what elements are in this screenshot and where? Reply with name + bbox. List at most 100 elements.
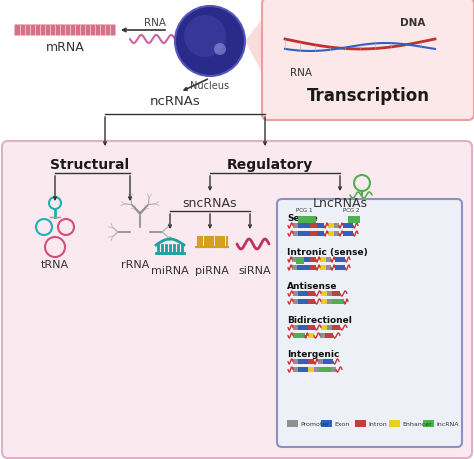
Text: sncRNAs: sncRNAs [183,196,237,210]
Text: Sense: Sense [287,213,318,223]
Text: Intergenic: Intergenic [287,349,339,358]
Text: PCG 1: PCG 1 [296,207,312,213]
FancyBboxPatch shape [293,291,298,297]
Circle shape [214,44,226,56]
FancyBboxPatch shape [310,224,317,229]
FancyBboxPatch shape [308,291,315,297]
FancyBboxPatch shape [343,231,353,236]
Circle shape [184,16,226,58]
FancyBboxPatch shape [348,217,360,224]
FancyBboxPatch shape [335,265,345,270]
FancyBboxPatch shape [293,231,298,236]
FancyBboxPatch shape [326,257,331,263]
FancyBboxPatch shape [310,231,317,236]
FancyBboxPatch shape [298,299,308,304]
FancyBboxPatch shape [320,265,326,270]
FancyBboxPatch shape [314,367,319,372]
FancyBboxPatch shape [321,299,327,304]
FancyBboxPatch shape [308,299,315,304]
FancyBboxPatch shape [334,224,339,229]
FancyBboxPatch shape [309,257,316,263]
Text: Intronic (sense): Intronic (sense) [287,247,368,257]
FancyBboxPatch shape [296,257,304,264]
FancyBboxPatch shape [292,265,297,270]
Text: Structural: Structural [50,157,129,172]
FancyBboxPatch shape [262,0,474,121]
Text: PCG 2: PCG 2 [343,207,359,213]
Text: miRNA: miRNA [151,265,189,275]
FancyBboxPatch shape [328,231,334,236]
FancyBboxPatch shape [293,224,298,229]
FancyBboxPatch shape [317,224,324,229]
FancyBboxPatch shape [343,224,353,229]
FancyBboxPatch shape [298,224,310,229]
FancyBboxPatch shape [334,231,339,236]
FancyBboxPatch shape [298,325,308,330]
FancyBboxPatch shape [308,359,314,364]
FancyBboxPatch shape [423,420,434,427]
FancyBboxPatch shape [308,325,315,330]
FancyBboxPatch shape [292,257,297,263]
Text: piRNA: piRNA [195,265,229,275]
FancyBboxPatch shape [298,217,316,224]
Text: LncRNAs: LncRNAs [312,196,367,210]
Text: Exon: Exon [334,421,349,426]
FancyBboxPatch shape [318,359,323,364]
FancyBboxPatch shape [298,359,308,364]
Text: lncRNA: lncRNA [436,421,458,426]
FancyBboxPatch shape [298,231,310,236]
FancyBboxPatch shape [326,265,331,270]
Text: RNA: RNA [290,68,312,78]
FancyBboxPatch shape [332,291,340,297]
FancyBboxPatch shape [331,367,336,372]
FancyBboxPatch shape [293,299,298,304]
Text: Promoter: Promoter [300,421,329,426]
FancyBboxPatch shape [325,333,333,338]
FancyBboxPatch shape [293,367,298,372]
Text: Intron: Intron [368,421,387,426]
FancyBboxPatch shape [327,325,332,330]
Text: Transcription: Transcription [307,87,429,105]
FancyBboxPatch shape [298,367,308,372]
Text: RNA: RNA [144,18,166,28]
FancyBboxPatch shape [277,200,462,447]
FancyBboxPatch shape [328,224,334,229]
FancyBboxPatch shape [297,257,309,263]
FancyBboxPatch shape [308,367,314,372]
FancyBboxPatch shape [308,333,314,338]
Text: Nucleus: Nucleus [191,81,229,91]
FancyBboxPatch shape [293,325,298,330]
Text: Antisense: Antisense [287,281,337,291]
FancyBboxPatch shape [327,299,332,304]
FancyBboxPatch shape [323,359,333,364]
FancyBboxPatch shape [321,325,327,330]
Text: Bidirectionel: Bidirectionel [287,315,352,325]
FancyBboxPatch shape [320,333,325,338]
FancyBboxPatch shape [287,420,298,427]
FancyBboxPatch shape [355,420,366,427]
Text: Regulatory: Regulatory [227,157,313,172]
FancyBboxPatch shape [335,257,345,263]
FancyBboxPatch shape [317,231,324,236]
FancyBboxPatch shape [293,333,305,338]
FancyBboxPatch shape [321,420,332,427]
Text: Enhancer: Enhancer [402,421,432,426]
Text: DNA: DNA [400,18,425,28]
FancyBboxPatch shape [319,367,331,372]
FancyBboxPatch shape [389,420,400,427]
Text: mRNA: mRNA [46,41,84,54]
Text: tRNA: tRNA [41,259,69,269]
FancyBboxPatch shape [321,291,327,297]
FancyBboxPatch shape [309,265,316,270]
Text: ncRNAs: ncRNAs [150,95,201,108]
FancyBboxPatch shape [332,299,344,304]
Text: siRNA: siRNA [239,265,271,275]
Polygon shape [245,10,270,88]
FancyBboxPatch shape [320,257,326,263]
FancyBboxPatch shape [327,291,332,297]
FancyBboxPatch shape [293,359,298,364]
FancyBboxPatch shape [297,265,309,270]
FancyBboxPatch shape [332,325,340,330]
Circle shape [175,7,245,77]
FancyBboxPatch shape [298,291,308,297]
